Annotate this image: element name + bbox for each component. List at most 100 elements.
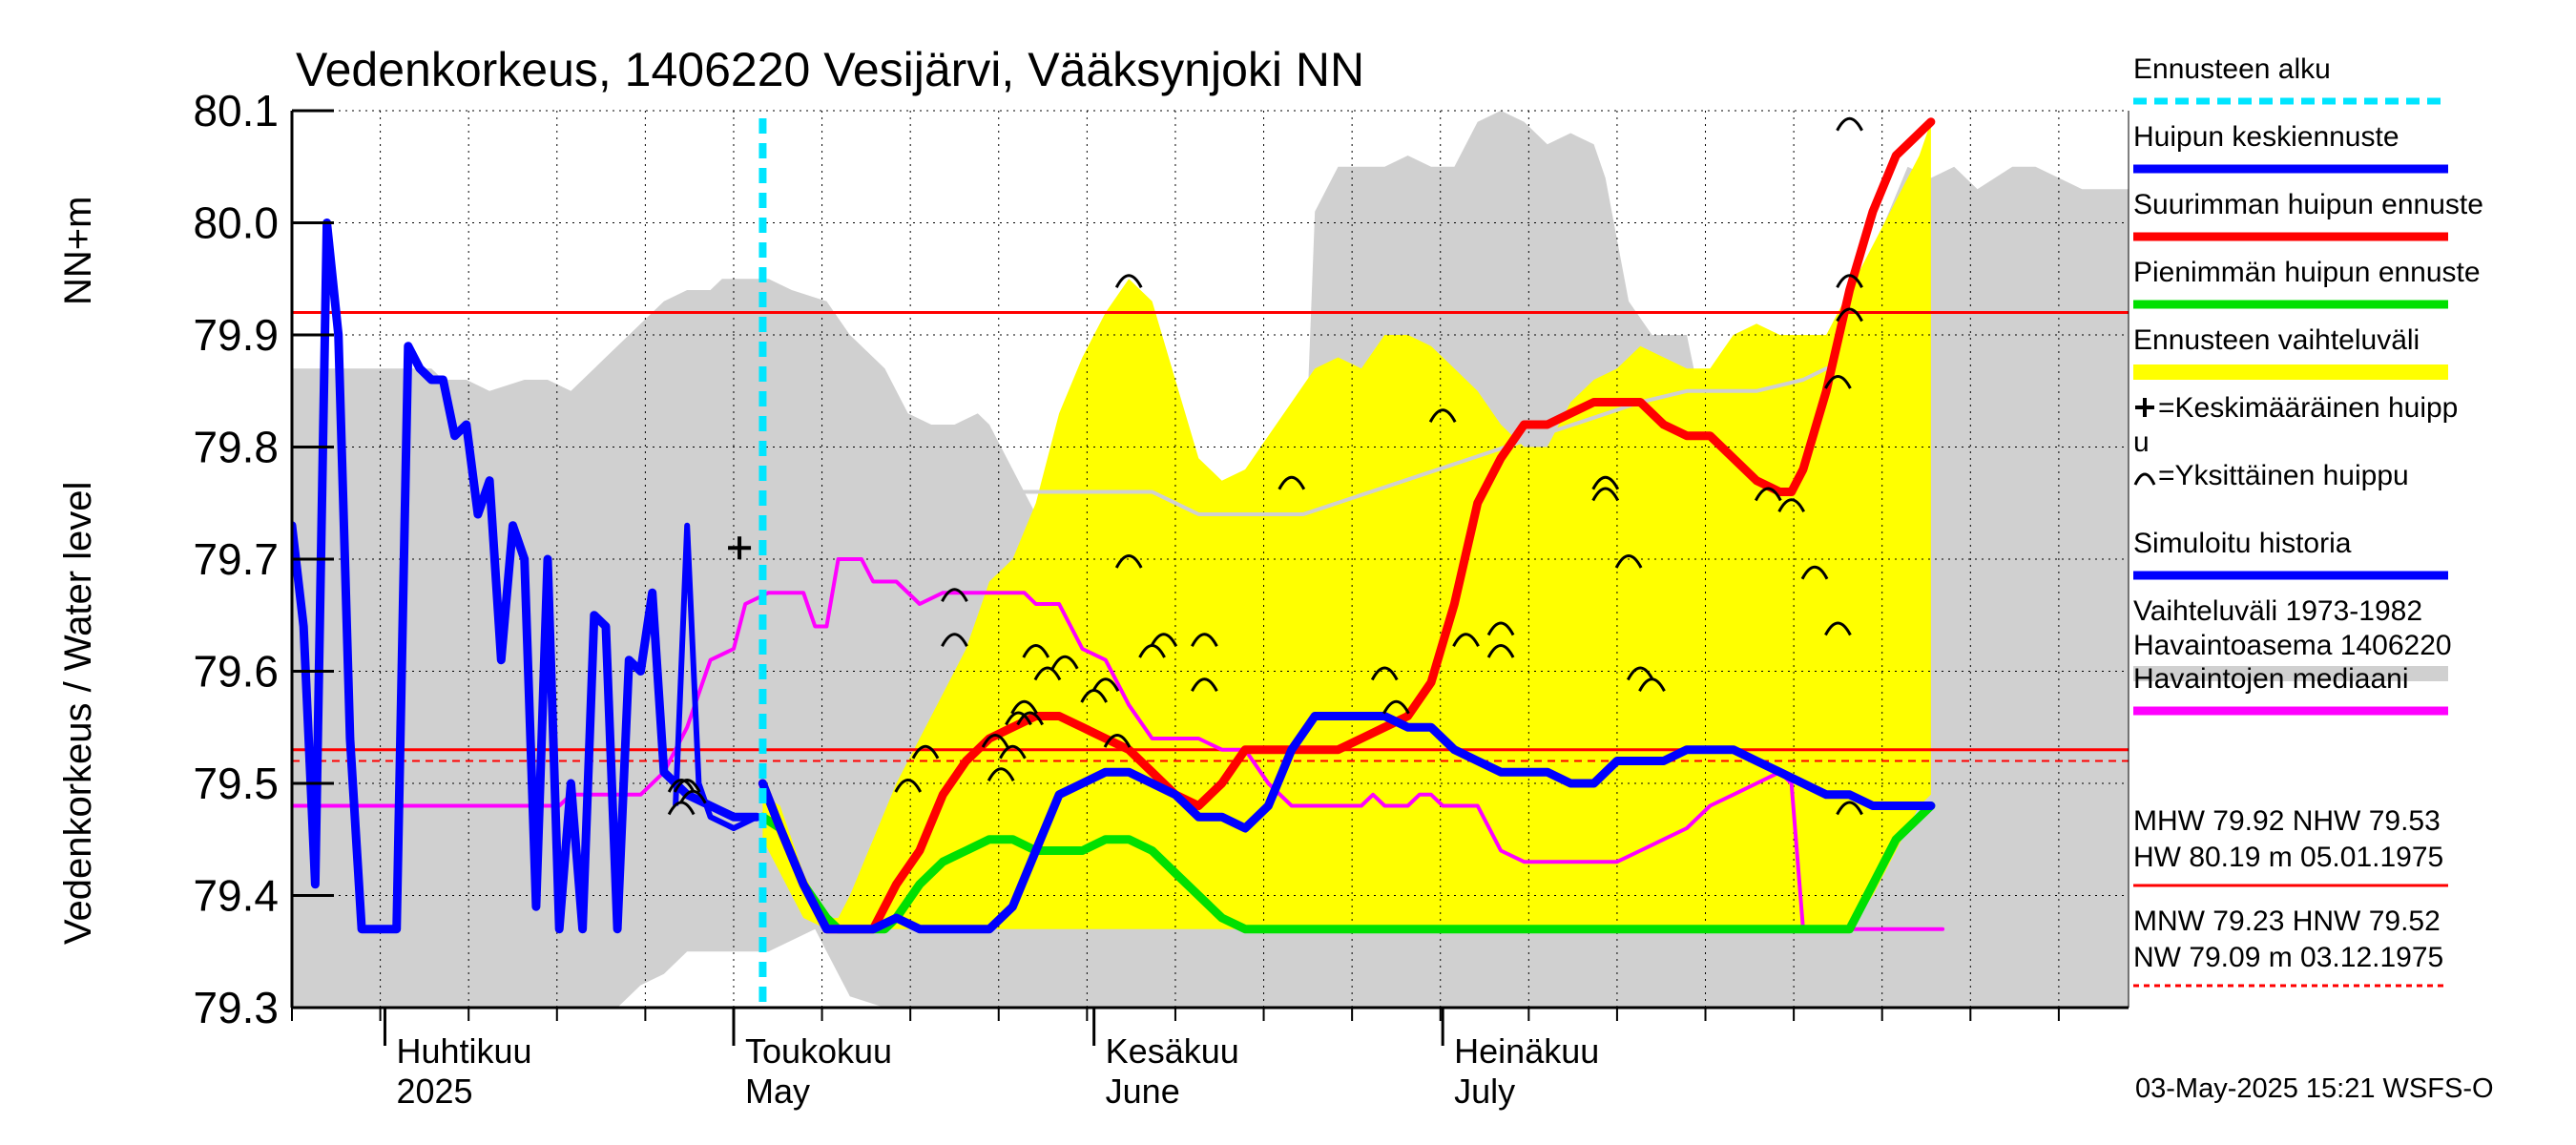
chart-title: Vedenkorkeus, 1406220 Vesijärvi, Vääksyn… (296, 43, 1364, 96)
peak-marker-33 (1591, 475, 1620, 490)
peak-marker-0 (667, 779, 696, 793)
peak-marker-34 (1591, 487, 1620, 502)
series-ennusteen-vaihteluvali-ylaraja-historia (1010, 366, 1829, 516)
legend-label-8: Vaihteluväli 1973-1982 (2133, 595, 2422, 627)
peak-marker-15 (1033, 666, 1062, 681)
y-tick-label-4: 79.7 (193, 534, 279, 584)
peak-marker-38 (1754, 487, 1782, 502)
legend-label-7: Simuloitu historia (2133, 528, 2352, 559)
peak-marker-2 (673, 779, 701, 793)
legend: Ennusteen alku Huipun keskiennuste Suurimm… (2133, 53, 2483, 716)
peak-marker-7 (911, 744, 940, 760)
peak-marker-26 (1278, 475, 1306, 490)
month-label-en-1: May (745, 1072, 810, 1111)
peak-marker-36 (1626, 666, 1654, 681)
peak-marker-5 (941, 588, 968, 602)
peak-marker-29 (1428, 408, 1457, 423)
legend-swatch-8 (2133, 666, 2448, 681)
legend-label-9: Havaintojen mediaani (2133, 663, 2409, 695)
peak-marker-13 (1016, 711, 1044, 726)
y-tick-label-7: 80.0 (193, 198, 279, 248)
month-label-fi-0: Huhtikuu (396, 1031, 531, 1071)
peak-marker-27 (1370, 666, 1399, 681)
legend-label2-5: u (2133, 427, 2150, 458)
peak-marker-20 (1114, 554, 1143, 569)
month-label-fi-2: Kesäkuu (1106, 1031, 1239, 1071)
legend-label-2: Suurimman huipun ennuste (2133, 189, 2483, 220)
legend-swatch-6 (2133, 472, 2156, 486)
y-tick-label-2: 79.5 (193, 759, 279, 808)
single-peaks (667, 116, 1863, 816)
peak-marker-43 (1836, 307, 1863, 323)
legend-swatch-5 (2135, 398, 2154, 417)
peak-marker-4 (941, 633, 968, 647)
axes-layer: 79.3 79.4 79.5 79.6 79.7 79.8 79.9 80.0 80.1 Huht… (193, 86, 2129, 1111)
month-label-fi-1: Toukokuu (745, 1031, 892, 1071)
peak-marker-42 (1824, 375, 1852, 389)
legend-label2-8: Havaintoasema 1406220 (2133, 630, 2452, 661)
y-tick-label-5: 79.8 (193, 423, 279, 472)
peak-marker-35 (1614, 554, 1643, 569)
legend-label-4: Ennusteen vaihteluväli (2133, 324, 2420, 356)
month-label-en-3: July (1454, 1072, 1515, 1111)
series-lines (292, 117, 1945, 1008)
peak-marker-45 (1836, 801, 1863, 816)
y-tick-label-8: 80.1 (193, 86, 279, 135)
stats-line2-0: HW 80.19 m 05.01.1975 (2133, 842, 2443, 873)
y-tick-label-0: 79.3 (193, 983, 279, 1032)
peak-marker-30 (1452, 633, 1480, 647)
peak-marker-12 (1010, 699, 1038, 715)
mean-peak-marker (728, 536, 752, 560)
grid-layer (291, 110, 2129, 1009)
month-label-fi-3: Heinäkuu (1454, 1031, 1599, 1071)
peak-marker-11 (1005, 711, 1032, 726)
legend-label-0: Ennusteen alku (2133, 53, 2331, 85)
peak-marker-22 (1150, 633, 1178, 647)
legend-label-3: Pienimmän huipun ennuste (2133, 257, 2481, 288)
peak-marker-41 (1824, 621, 1852, 636)
peak-marker-23 (1191, 677, 1218, 692)
peak-marker-10 (999, 744, 1027, 760)
legend-label-5: =Keskimääräinen huipp (2158, 392, 2458, 424)
peak-marker-25 (1114, 274, 1143, 288)
peak-marker-18 (1091, 677, 1120, 692)
peak-marker-3 (679, 789, 707, 804)
peak-marker-44 (1836, 274, 1863, 288)
peak-marker-9 (987, 767, 1015, 781)
legend-label-1: Huipun keskiennuste (2133, 121, 2399, 153)
stats-line2-1: NW 79.09 m 03.12.1975 (2133, 942, 2443, 973)
timestamp: 03-May-2025 15:21 WSFS-O (2135, 1073, 2494, 1104)
y-axis-unit: NN+m (57, 197, 99, 305)
series-suurimman-huipun-ennuste (758, 117, 1936, 934)
y-axis-label: Vedenkorkeus / Water level (57, 482, 99, 945)
peak-marker-28 (1382, 699, 1410, 715)
stats-line1-1: MNW 79.23 HNW 79.52 (2133, 906, 2441, 937)
legend-label-6: =Yksittäinen huippu (2158, 460, 2409, 491)
month-label-en-2: June (1106, 1072, 1180, 1111)
peak-marker-46 (1836, 116, 1863, 132)
series-havaintojen-mediaani (292, 557, 1945, 931)
peak-marker-24 (1191, 633, 1218, 647)
peak-marker-19 (1103, 734, 1132, 748)
stats-line1-0: MHW 79.92 NHW 79.53 (2133, 805, 2441, 837)
peak-marker-40 (1800, 565, 1829, 580)
legend-swatch-4 (2133, 364, 2448, 380)
peak-marker-32 (1486, 621, 1515, 636)
band-ennusteen-vaihteluvali (762, 121, 1931, 929)
peak-marker-31 (1486, 644, 1515, 658)
y-tick-label-6: 79.9 (193, 310, 279, 360)
y-tick-label-3: 79.6 (193, 647, 279, 697)
peak-marker-14 (1022, 644, 1050, 658)
series-huipun-keskiennuste (758, 712, 1936, 934)
month-label-en-0: 2025 (396, 1072, 472, 1111)
peak-marker-8 (981, 734, 1009, 748)
statistics-box: MHW 79.92 NHW 79.53 HW 80.19 m 05.01.1975… (2133, 805, 2448, 988)
peak-marker-16 (1050, 655, 1079, 670)
peak-marker-37 (1638, 677, 1666, 692)
y-tick-label-1: 79.4 (193, 871, 279, 921)
reference-lines (292, 311, 2129, 762)
peak-marker-6 (894, 779, 923, 793)
series-simuloitu-historia (292, 219, 761, 934)
peak-marker-39 (1777, 498, 1806, 512)
